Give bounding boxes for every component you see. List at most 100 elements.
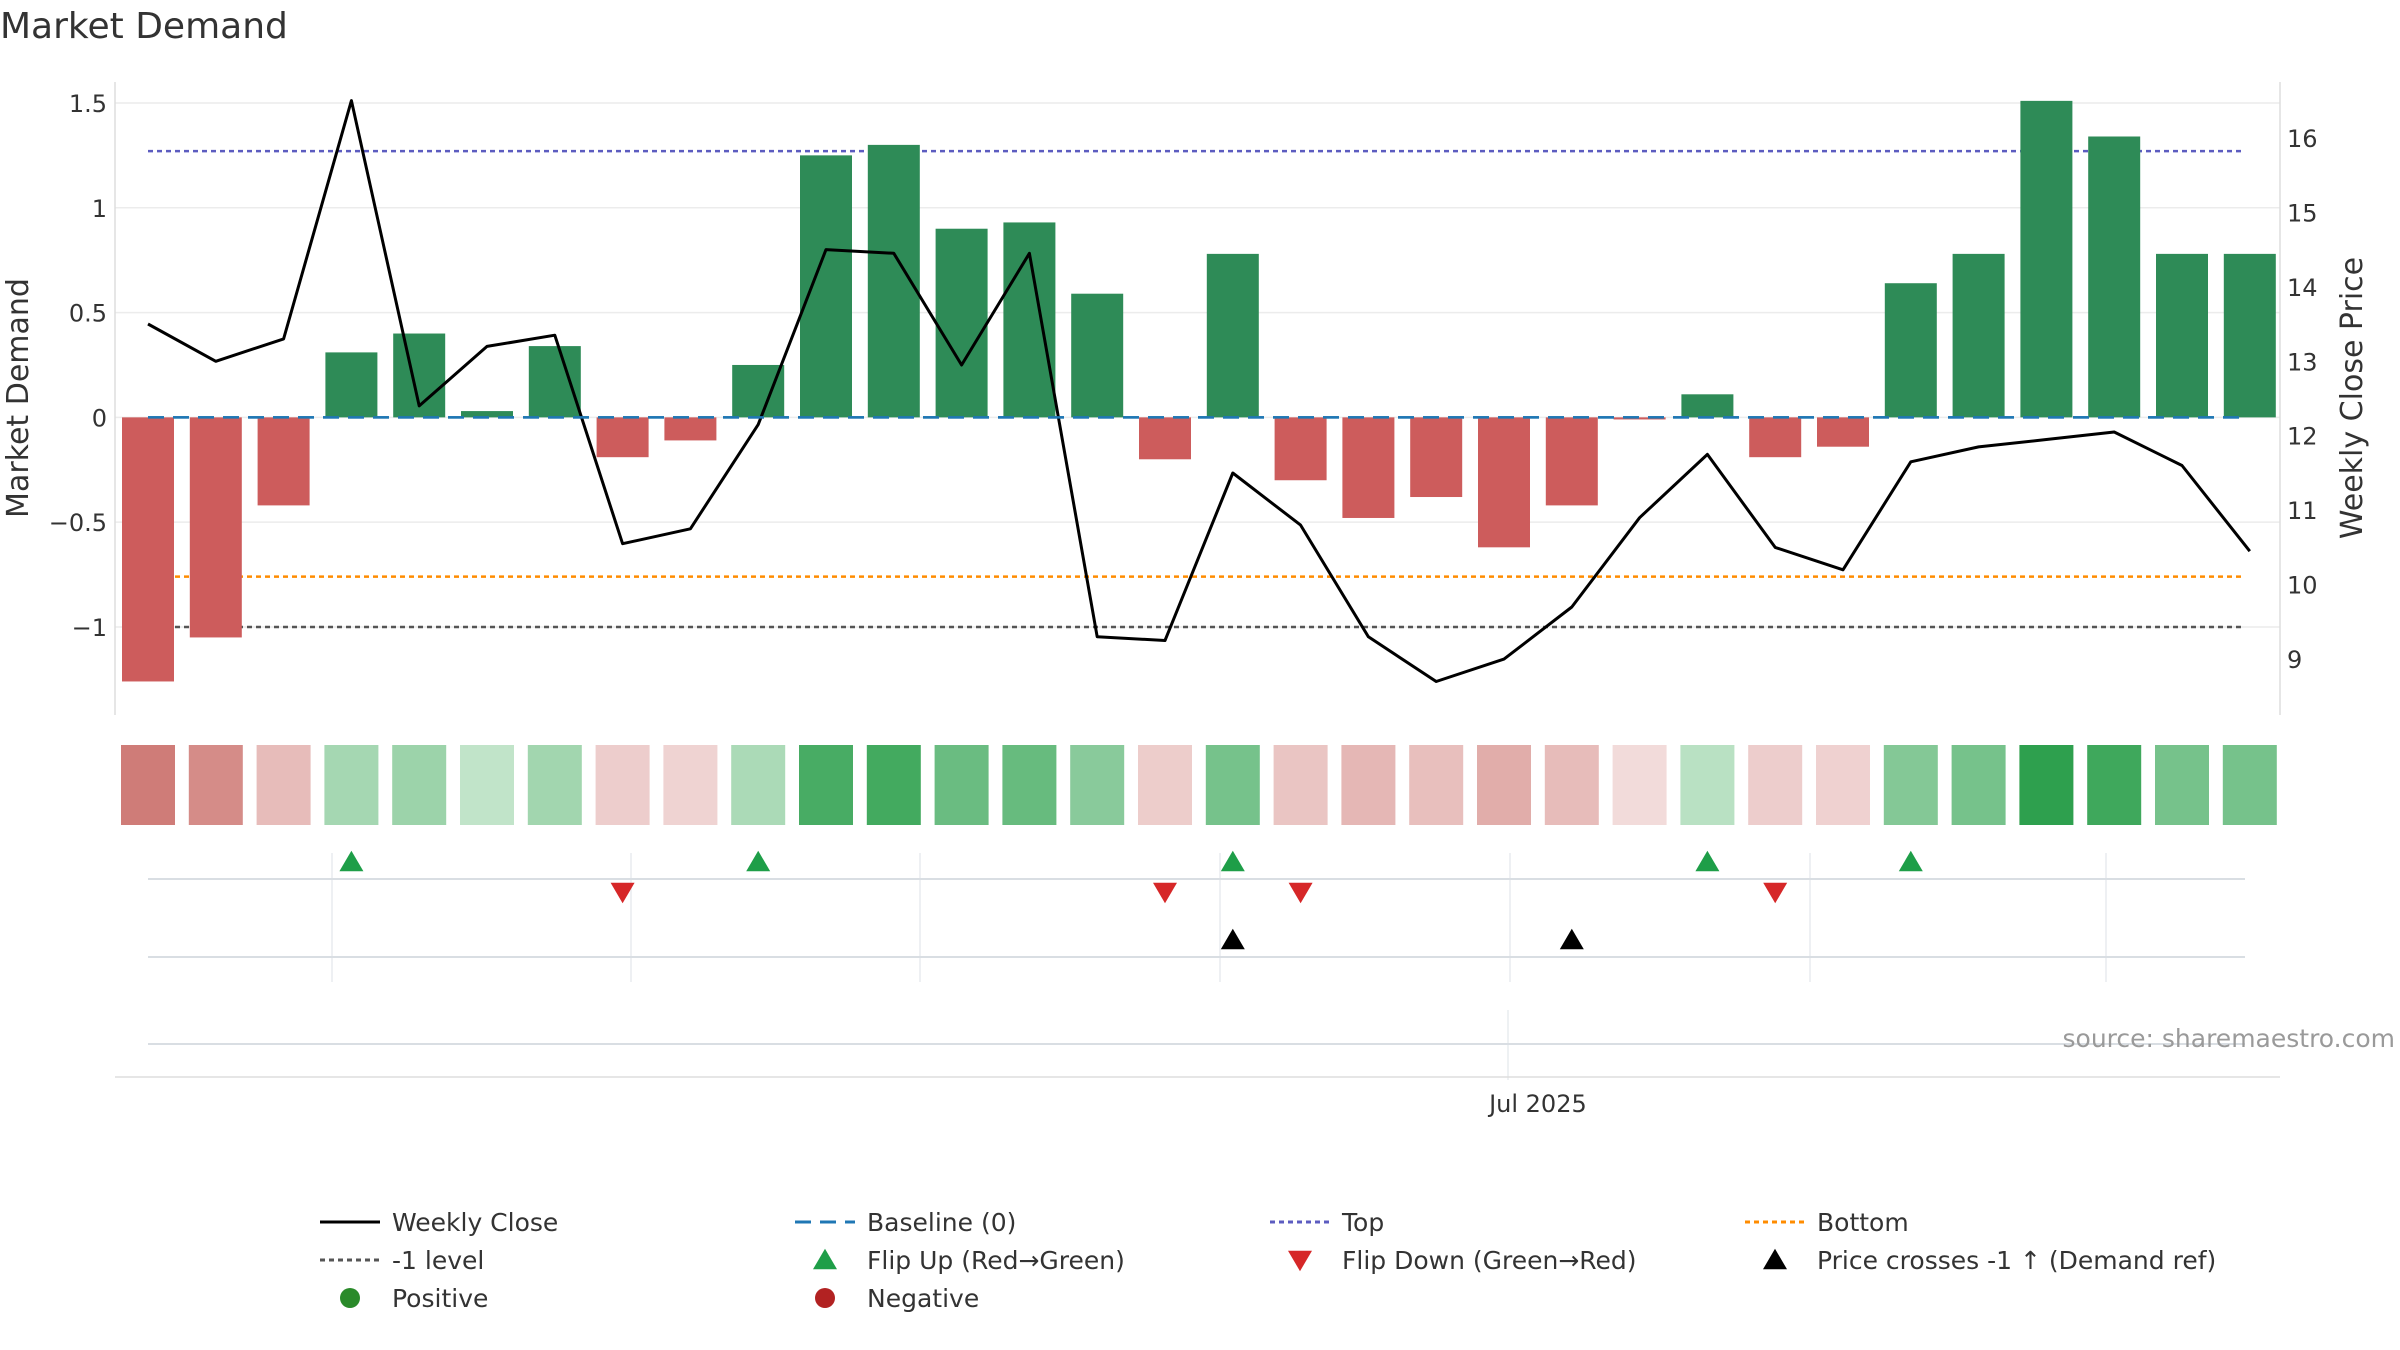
legend-item: Negative [815,1284,979,1313]
demand-bar [2223,253,2276,418]
reference-lines [148,149,2245,629]
legend-item: Flip Up (Red→Green) [813,1246,1125,1275]
legend-label: Positive [392,1284,488,1313]
demand-bar [528,346,581,418]
flip-down-marker [1153,882,1177,904]
legend-swatch-triangle-up [813,1248,837,1270]
heat-cell [2222,745,2277,825]
demand-bar [1613,417,1666,420]
flip-down-marker [1763,882,1788,904]
legend-item: Baseline (0) [795,1208,1016,1237]
demand-bar [2156,253,2208,418]
flip-up-marker [746,850,771,872]
demand-bar [1206,253,1259,418]
demand-bar [1749,417,1802,458]
demand-bar [800,155,852,418]
y2-tick-label: 9 [2287,646,2302,674]
legend-item: Bottom [1745,1208,1909,1237]
flip-up-marker [1695,850,1720,872]
y2-tick-label: 10 [2287,572,2318,600]
heat-cell [1680,745,1735,825]
heat-cell [1544,745,1599,825]
demand-bar [1139,417,1191,460]
flip-down-marker [1288,882,1313,904]
y-tick-label: 0.5 [69,300,107,328]
axes: 1.5 1 0.5 0 −0.5 −1 16 15 14 13 12 11 10 9 Market Dema… [1,82,2370,715]
legend-item: Flip Down (Green→Red) [1288,1246,1637,1275]
legend-label: Flip Up (Red→Green) [867,1246,1125,1275]
heat-cell [1070,745,1125,825]
demand-bar [1952,253,2005,418]
y2-tick-label: 14 [2287,274,2318,302]
heat-cell [392,745,447,825]
demand-bar [1274,417,1327,481]
y2-tick-label: 12 [2287,423,2318,451]
heat-cell [595,745,650,825]
legend-label: Price crosses -1 ↑ (Demand ref) [1817,1246,2216,1275]
heat-cell [1409,745,1464,825]
price-cross-marker [1559,928,1584,950]
heat-cell [1002,745,1057,825]
demand-bar [596,417,649,458]
legend-swatch-dot [815,1288,835,1308]
y-tick-label: 1 [92,195,107,223]
legend-swatch-dot [340,1288,360,1308]
heat-cell [866,745,921,825]
y-tick-label: −0.5 [49,509,107,537]
demand-bar [664,417,717,441]
legend-swatch-triangle-up [1763,1248,1787,1270]
demand-heat-strip [121,745,2277,825]
demand-bar [1884,283,1937,418]
demand-bar [935,228,988,418]
y2-axis-title: Weekly Close Price [2335,257,2370,539]
y2-tick-label: 15 [2287,199,2318,227]
demand-bar [1003,222,1056,418]
legend-label: -1 level [392,1246,484,1275]
heat-cell [663,745,718,825]
heat-cell [799,745,853,825]
heat-cell [1341,745,1396,825]
legend-item: Weekly Close [320,1208,558,1237]
heat-cell [2155,745,2209,825]
y-axis-title: Market Demand [1,278,36,518]
demand-bar [1817,417,1869,447]
demand-bar [257,417,310,506]
demand-bar [461,411,513,418]
source-label: source: sharemaestro.com [2063,1024,2396,1053]
demand-bar [2020,100,2073,418]
legend-label: Flip Down (Green→Red) [1342,1246,1637,1275]
heat-cell [1612,745,1667,825]
heat-cell [324,745,379,825]
y-tick-label: −1 [72,614,107,642]
demand-bar [1681,394,1734,418]
heat-cell [256,745,311,825]
demand-bar [122,417,174,682]
heat-cell [121,745,175,825]
legend-item: Positive [340,1284,488,1313]
heat-cell [934,745,989,825]
heat-cell [1951,745,2006,825]
price-cross-marker [1220,928,1245,950]
heat-cell [1138,745,1192,825]
legend-item: Top [1270,1208,1384,1237]
demand-bar [1342,417,1395,518]
flip-down-marker [610,882,635,904]
weekly-close-line [147,99,2251,683]
demand-bar [189,417,242,638]
chart-title: Market Demand [0,6,288,47]
heat-cell [2087,745,2142,825]
flip-up-marker [1220,850,1245,872]
heat-cell [527,745,582,825]
demand-bar [732,364,785,418]
demand-bar [1071,293,1124,418]
y-tick-label: 0 [92,404,107,432]
flip-up-marker [339,850,364,872]
legend-swatch-triangle-down [1288,1250,1312,1272]
heat-cell [2019,745,2074,825]
demand-bar [1410,417,1463,498]
weekly-close-polyline [147,99,2251,683]
legend-label: Negative [867,1284,979,1313]
heat-cell [1816,745,1870,825]
heat-cell [1748,745,1803,825]
